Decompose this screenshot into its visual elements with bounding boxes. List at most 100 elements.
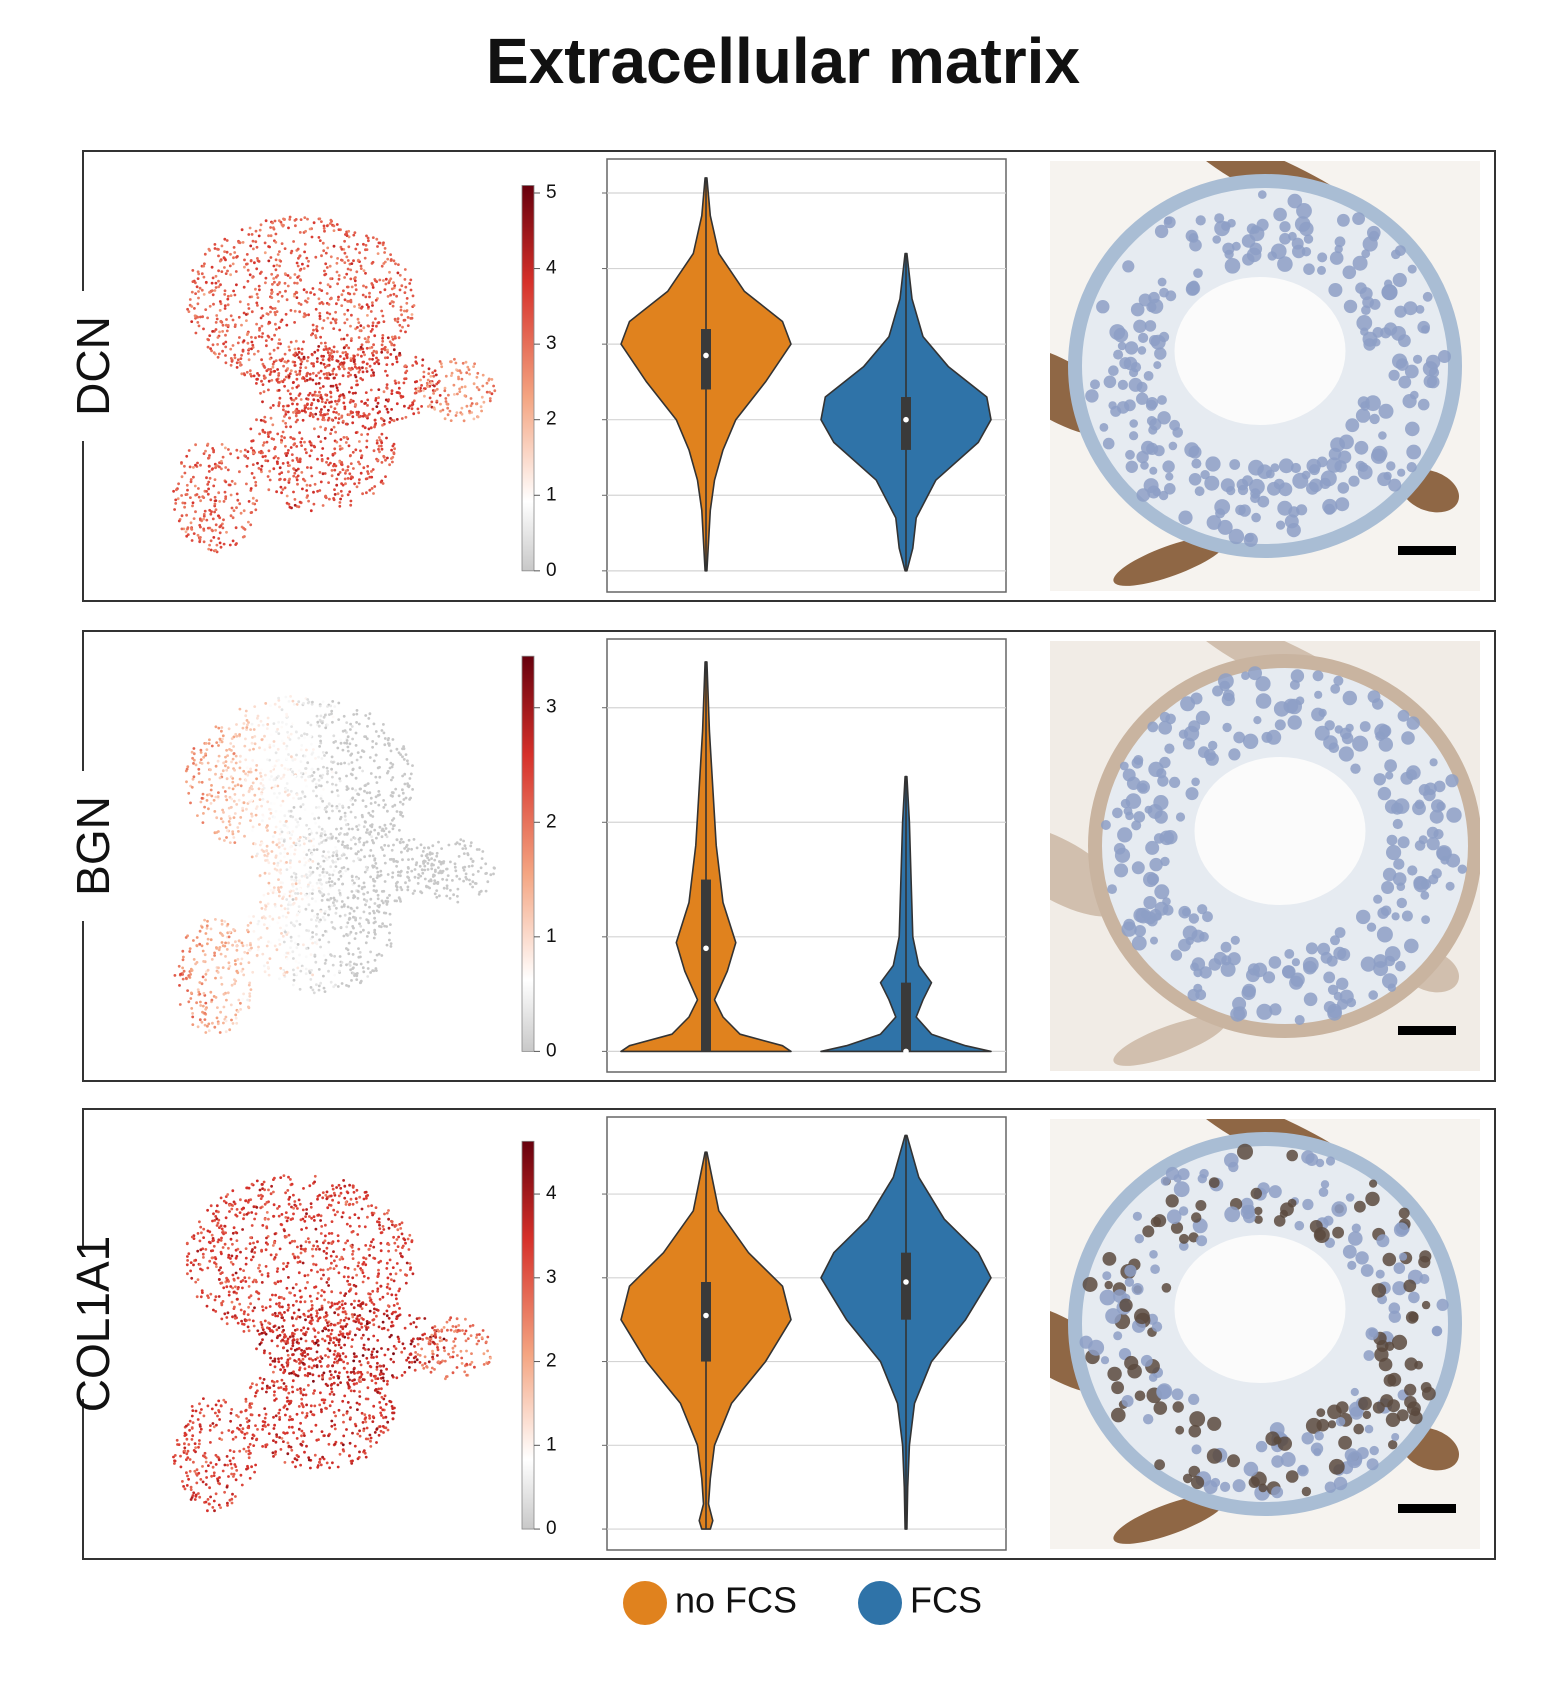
histology-content: [1050, 641, 1480, 1071]
umap-cell: [316, 357, 319, 360]
umap-cell: [340, 463, 344, 466]
umap-cell: [181, 966, 185, 970]
cell-nucleus: [1206, 515, 1222, 530]
umap-cell: [321, 799, 324, 803]
umap-cell: [210, 744, 214, 748]
umap-cell: [223, 490, 227, 494]
umap-cell: [214, 499, 218, 502]
umap-cell: [366, 1215, 369, 1219]
cell-nucleus: [1392, 872, 1407, 886]
umap-cell: [456, 887, 460, 891]
cell-nucleus: [1114, 847, 1131, 863]
umap-cell: [299, 796, 303, 800]
umap-cell: [298, 431, 301, 435]
umap-cell: [303, 1219, 307, 1223]
umap-cell: [257, 466, 261, 470]
umap-cell: [261, 784, 265, 787]
umap-cell: [300, 734, 304, 738]
umap-cell: [268, 478, 272, 482]
umap-cell: [318, 704, 322, 708]
umap-cell: [208, 768, 212, 772]
umap-cell: [408, 404, 412, 408]
umap-cell: [350, 313, 353, 317]
umap-cell: [225, 836, 228, 839]
umap-cell: [248, 295, 252, 299]
umap-cell: [409, 288, 413, 292]
umap-cell: [332, 376, 336, 380]
y-tick-label: 0: [546, 560, 557, 581]
umap-cell: [364, 285, 368, 289]
umap-cell: [252, 915, 256, 918]
umap-cell: [285, 819, 288, 823]
umap-cell: [330, 920, 334, 924]
umap-cell: [300, 964, 304, 968]
umap-cell: [406, 1237, 410, 1241]
umap-cell: [281, 970, 284, 973]
umap-cell: [277, 774, 280, 778]
umap-cell: [322, 788, 325, 791]
umap-cell: [295, 730, 298, 734]
umap-cell: [315, 939, 319, 943]
umap-cell: [342, 866, 346, 869]
cell-nucleus: [1428, 367, 1440, 378]
umap-cell: [329, 461, 332, 465]
umap-cell: [264, 339, 268, 342]
umap-cell: [285, 298, 289, 302]
umap-cell: [341, 872, 344, 876]
umap-cell: [214, 328, 218, 331]
umap-cell: [242, 509, 246, 513]
umap-cell: [465, 404, 469, 408]
umap-cell: [417, 873, 421, 876]
umap-cell: [266, 432, 270, 436]
umap-cell: [177, 519, 181, 523]
umap-cell: [469, 841, 473, 845]
umap-cell: [225, 777, 229, 781]
umap-cell: [273, 702, 277, 706]
umap-cell: [365, 791, 369, 795]
umap-cell: [247, 770, 251, 774]
umap-cell: [423, 846, 426, 850]
umap-cell: [314, 412, 318, 416]
umap-cell: [376, 358, 380, 362]
umap-cell: [318, 376, 322, 380]
umap-cell: [469, 397, 473, 400]
cell-nucleus: [1163, 216, 1176, 229]
umap-cell: [356, 1264, 360, 1268]
cell-nucleus: [1279, 233, 1291, 245]
umap-cell: [187, 449, 191, 452]
umap-cell: [227, 786, 231, 790]
umap-cell: [461, 361, 465, 365]
umap-cell: [367, 324, 370, 328]
umap-cell: [293, 852, 296, 856]
umap-cell: [334, 464, 338, 468]
cell-nucleus: [1242, 253, 1255, 266]
umap-cell: [370, 835, 374, 839]
umap-cell: [265, 854, 269, 858]
umap-cell: [367, 427, 371, 431]
cell-nucleus: [1117, 341, 1127, 351]
umap-cell: [273, 280, 276, 284]
umap-cell: [348, 932, 351, 936]
umap-cell: [229, 363, 233, 367]
umap-cell: [365, 303, 369, 306]
umap-cell: [216, 759, 220, 763]
umap-cell: [308, 440, 312, 444]
umap-cell: [285, 868, 289, 871]
umap-cell: [318, 774, 322, 778]
cell-nucleus: [1265, 469, 1275, 479]
umap-cell: [338, 777, 342, 780]
cell-nucleus: [1329, 251, 1344, 265]
umap-cell: [221, 820, 225, 824]
umap-cell: [349, 298, 353, 302]
umap-cell: [240, 1207, 244, 1211]
umap-cell: [293, 281, 296, 285]
umap-cell: [254, 484, 258, 487]
umap-cell: [211, 293, 215, 297]
umap-cell: [275, 891, 278, 895]
umap-cell: [479, 866, 483, 870]
umap-cell: [318, 217, 322, 221]
umap-cell: [269, 256, 273, 259]
umap-cell: [347, 229, 351, 233]
umap-cell: [407, 406, 411, 410]
umap-cell: [234, 940, 237, 944]
